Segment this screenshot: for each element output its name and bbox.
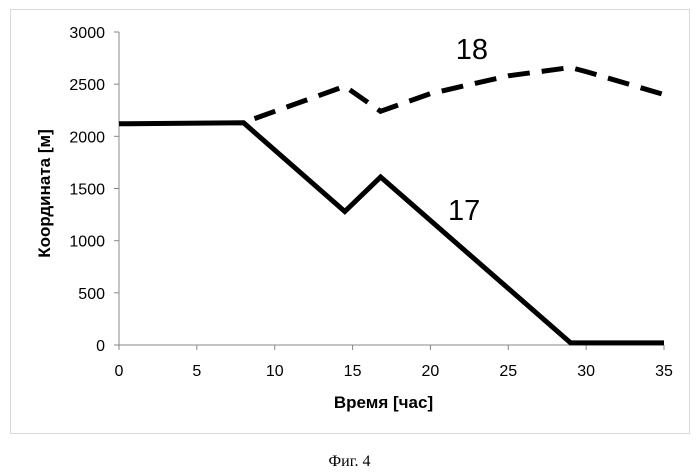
series-label-18: 18: [456, 34, 488, 66]
y-tick-label: 0: [96, 338, 105, 355]
y-tick-label: 1000: [69, 234, 105, 251]
y-tick-label: 500: [78, 286, 105, 303]
x-tick-label: 20: [422, 363, 440, 380]
x-tick-label: 5: [192, 363, 201, 380]
y-tick-label: 1500: [69, 182, 105, 199]
y-tick-label: 3000: [69, 25, 105, 42]
x-tick-label: 0: [115, 363, 124, 380]
x-tick-labels: 0 5 10 15 20 25 30 35: [115, 345, 673, 380]
figure-caption: Фиг. 4: [328, 453, 371, 470]
x-axis-title: Время [час]: [334, 393, 433, 412]
x-tick-label: 35: [655, 363, 673, 380]
y-tick-label: 2500: [69, 77, 105, 94]
x-tick-label: 25: [499, 363, 517, 380]
x-tick-label: 30: [577, 363, 595, 380]
series-lines: [118, 64, 665, 346]
series-label-17: 17: [448, 195, 480, 227]
series-line-17: [118, 120, 664, 346]
x-tick-label: 10: [266, 363, 284, 380]
y-axis-title: Координата [м]: [35, 129, 54, 257]
series-line-18: [253, 64, 665, 121]
y-tick-labels: 0 500 1000 1500 2000 2500 3000: [69, 25, 119, 355]
chart-frame: [10, 9, 690, 434]
y-tick-label: 2000: [69, 129, 105, 146]
x-tick-label: 15: [344, 363, 362, 380]
